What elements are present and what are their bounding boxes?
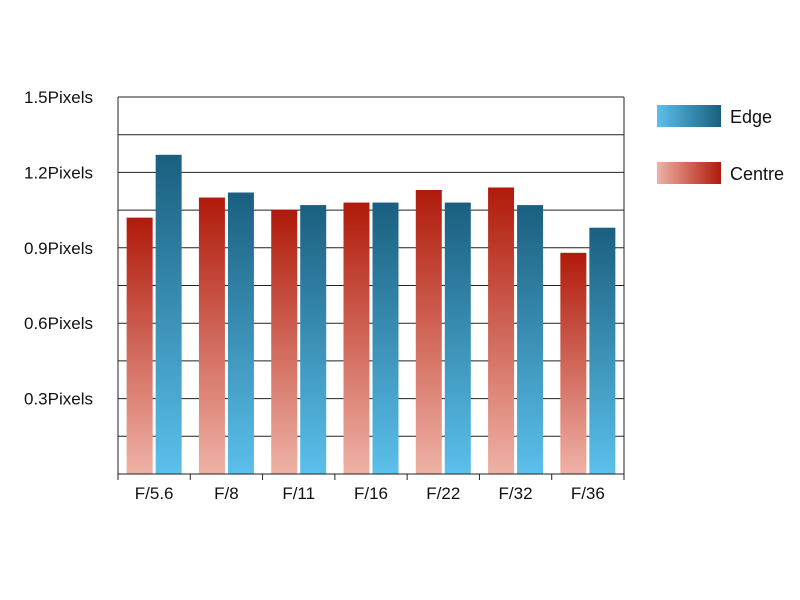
legend-swatch-edge (657, 105, 721, 127)
bar-centre-f22 (415, 189, 442, 474)
x-tick-label: F/22 (426, 484, 460, 503)
y-tick-label: 0.9Pixels (24, 239, 93, 258)
bar-edge-f8 (227, 192, 254, 475)
bar-centre-f32 (488, 187, 515, 475)
bar-centre-f8 (198, 197, 225, 475)
axes (117, 97, 625, 480)
x-tick-label: F/8 (214, 484, 239, 503)
bar-edge-f16 (372, 202, 399, 474)
bar-centre-f56 (126, 217, 153, 474)
bar-edge-f56 (155, 154, 182, 474)
bar-centre-f16 (343, 202, 370, 474)
bar-edge-f22 (444, 202, 471, 474)
y-tick-label: 0.6Pixels (24, 314, 93, 333)
y-tick-label: 1.2Pixels (24, 163, 93, 182)
y-tick-label: 0.3Pixels (24, 390, 93, 409)
legend-swatch-centre (657, 162, 721, 184)
x-tick-label: F/36 (571, 484, 605, 503)
x-tick-label: F/32 (499, 484, 533, 503)
bar-edge-f32 (517, 205, 544, 474)
bar-centre-f36 (560, 252, 587, 474)
gridlines (118, 96, 624, 437)
bar-centre-f11 (271, 210, 298, 474)
bar-edge-f36 (589, 227, 616, 474)
legend-label-edge: Edge (730, 107, 772, 127)
x-tick-label: F/5.6 (135, 484, 174, 503)
x-tick-labels: F/5.6 F/8 F/11 F/16 F/22 F/32 F/36 (135, 484, 605, 503)
legend-label-centre: Centre (730, 164, 784, 184)
bars (126, 154, 616, 475)
legend: Edge Centre (657, 105, 784, 184)
bar-edge-f11 (300, 205, 327, 474)
y-tick-label: 1.5Pixels (24, 88, 93, 107)
x-tick-label: F/16 (354, 484, 388, 503)
x-tick-label: F/11 (282, 484, 315, 503)
y-tick-labels: 0.3Pixels 0.6Pixels 0.9Pixels 1.2Pixels 1.5P… (24, 88, 93, 409)
